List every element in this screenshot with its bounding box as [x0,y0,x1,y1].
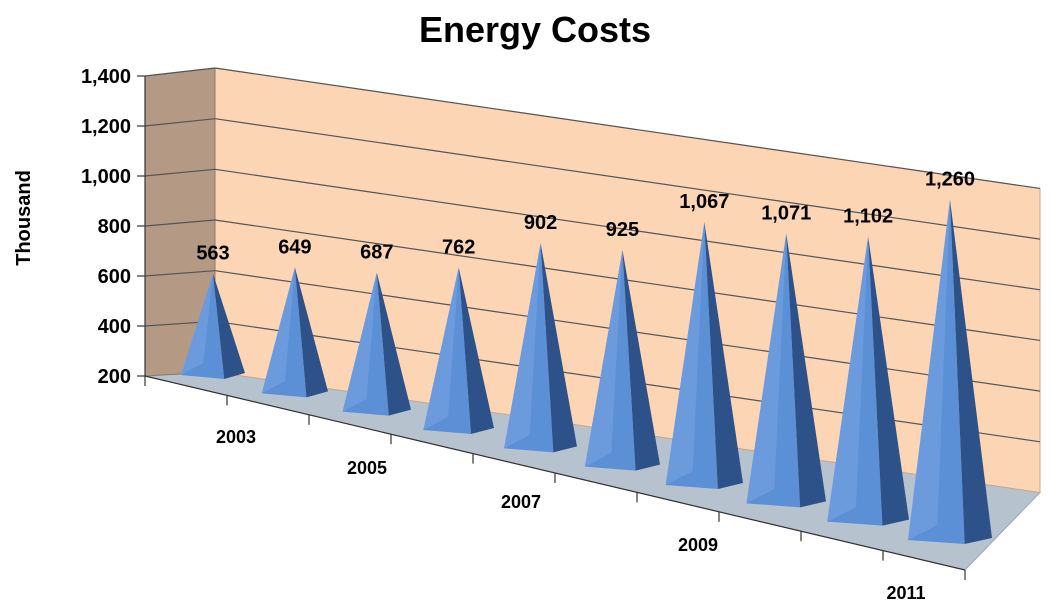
y-tick-label: 400 [98,316,131,338]
bar-face-side [950,199,992,544]
y-tick-label: 1,200 [81,116,131,138]
bar-face-edge [342,272,377,412]
plot-area: 200 400 600 800 1,000 1,200 1,400 563 649 687 762 9… [81,66,1042,603]
bar-face-side [786,233,826,508]
bar-face-side [540,242,577,453]
y-tick-label: 800 [98,216,131,238]
bar-face-side [622,250,660,471]
x-tick-label: 2009 [678,535,718,555]
bar-face-side [868,236,909,526]
bar-face-edge [908,199,950,540]
bar-face-edge [827,236,869,522]
y-tick-label: 1,400 [81,66,131,88]
bar-face-edge [584,250,623,467]
data-label: 925 [606,219,639,241]
gridline-side [144,219,216,227]
gridline-side [144,118,216,127]
x-tick-label: 2011 [886,583,925,603]
bar-face-side [458,267,494,434]
x-tick-label: 2005 [347,458,387,478]
y-tick-label: 600 [98,266,131,288]
bar-face-edge [181,273,213,375]
gridline [214,168,1041,291]
bar-face-edge [504,242,541,449]
data-label: 1,067 [679,191,729,213]
bar-face-edge [665,222,705,486]
data-label: 1,071 [761,202,811,224]
x-tick-label: 2007 [501,492,541,512]
y-tick-label: 1,000 [81,166,131,188]
bar-face-side [213,273,245,379]
x-tick-label: 2003 [216,427,256,447]
gridline-side [144,67,216,77]
data-label: 762 [442,236,475,258]
data-label: 563 [196,243,229,265]
y-tick-label: 200 [98,366,131,388]
data-label: 902 [524,212,557,234]
gridline-side [144,168,216,177]
data-label: 649 [278,236,311,258]
chart-title: Energy Costs [419,9,651,50]
data-label: 1,260 [925,168,975,190]
bar-face-side [294,267,328,398]
bar-face-side [704,222,743,490]
bar-face-edge [261,267,295,394]
bar-face-side [376,272,411,416]
data-label: 687 [360,242,393,264]
bar-face-edge [423,267,459,430]
data-label: 1,102 [843,205,893,227]
y-axis-label: Thousand [13,170,35,266]
gridline-side [144,270,216,277]
bar-face-edge [746,233,787,504]
gridline [214,118,1041,240]
gridline [214,67,1041,190]
